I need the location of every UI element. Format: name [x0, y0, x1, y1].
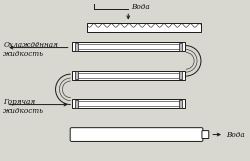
Bar — [87, 23, 202, 32]
Bar — [179, 100, 182, 108]
Bar — [74, 43, 78, 51]
FancyBboxPatch shape — [70, 128, 203, 141]
Text: Вода: Вода — [226, 131, 244, 139]
Text: Горячая
жидкость: Горячая жидкость — [3, 98, 44, 115]
Bar — [72, 71, 185, 80]
Text: Охлаждённая
жидкость: Охлаждённая жидкость — [3, 41, 58, 58]
Bar — [72, 42, 185, 51]
Bar — [74, 100, 78, 108]
Bar — [179, 43, 182, 51]
Bar — [74, 71, 78, 79]
Text: Вода: Вода — [131, 3, 150, 11]
Bar — [179, 71, 182, 79]
FancyBboxPatch shape — [202, 131, 209, 138]
Bar — [72, 99, 185, 108]
